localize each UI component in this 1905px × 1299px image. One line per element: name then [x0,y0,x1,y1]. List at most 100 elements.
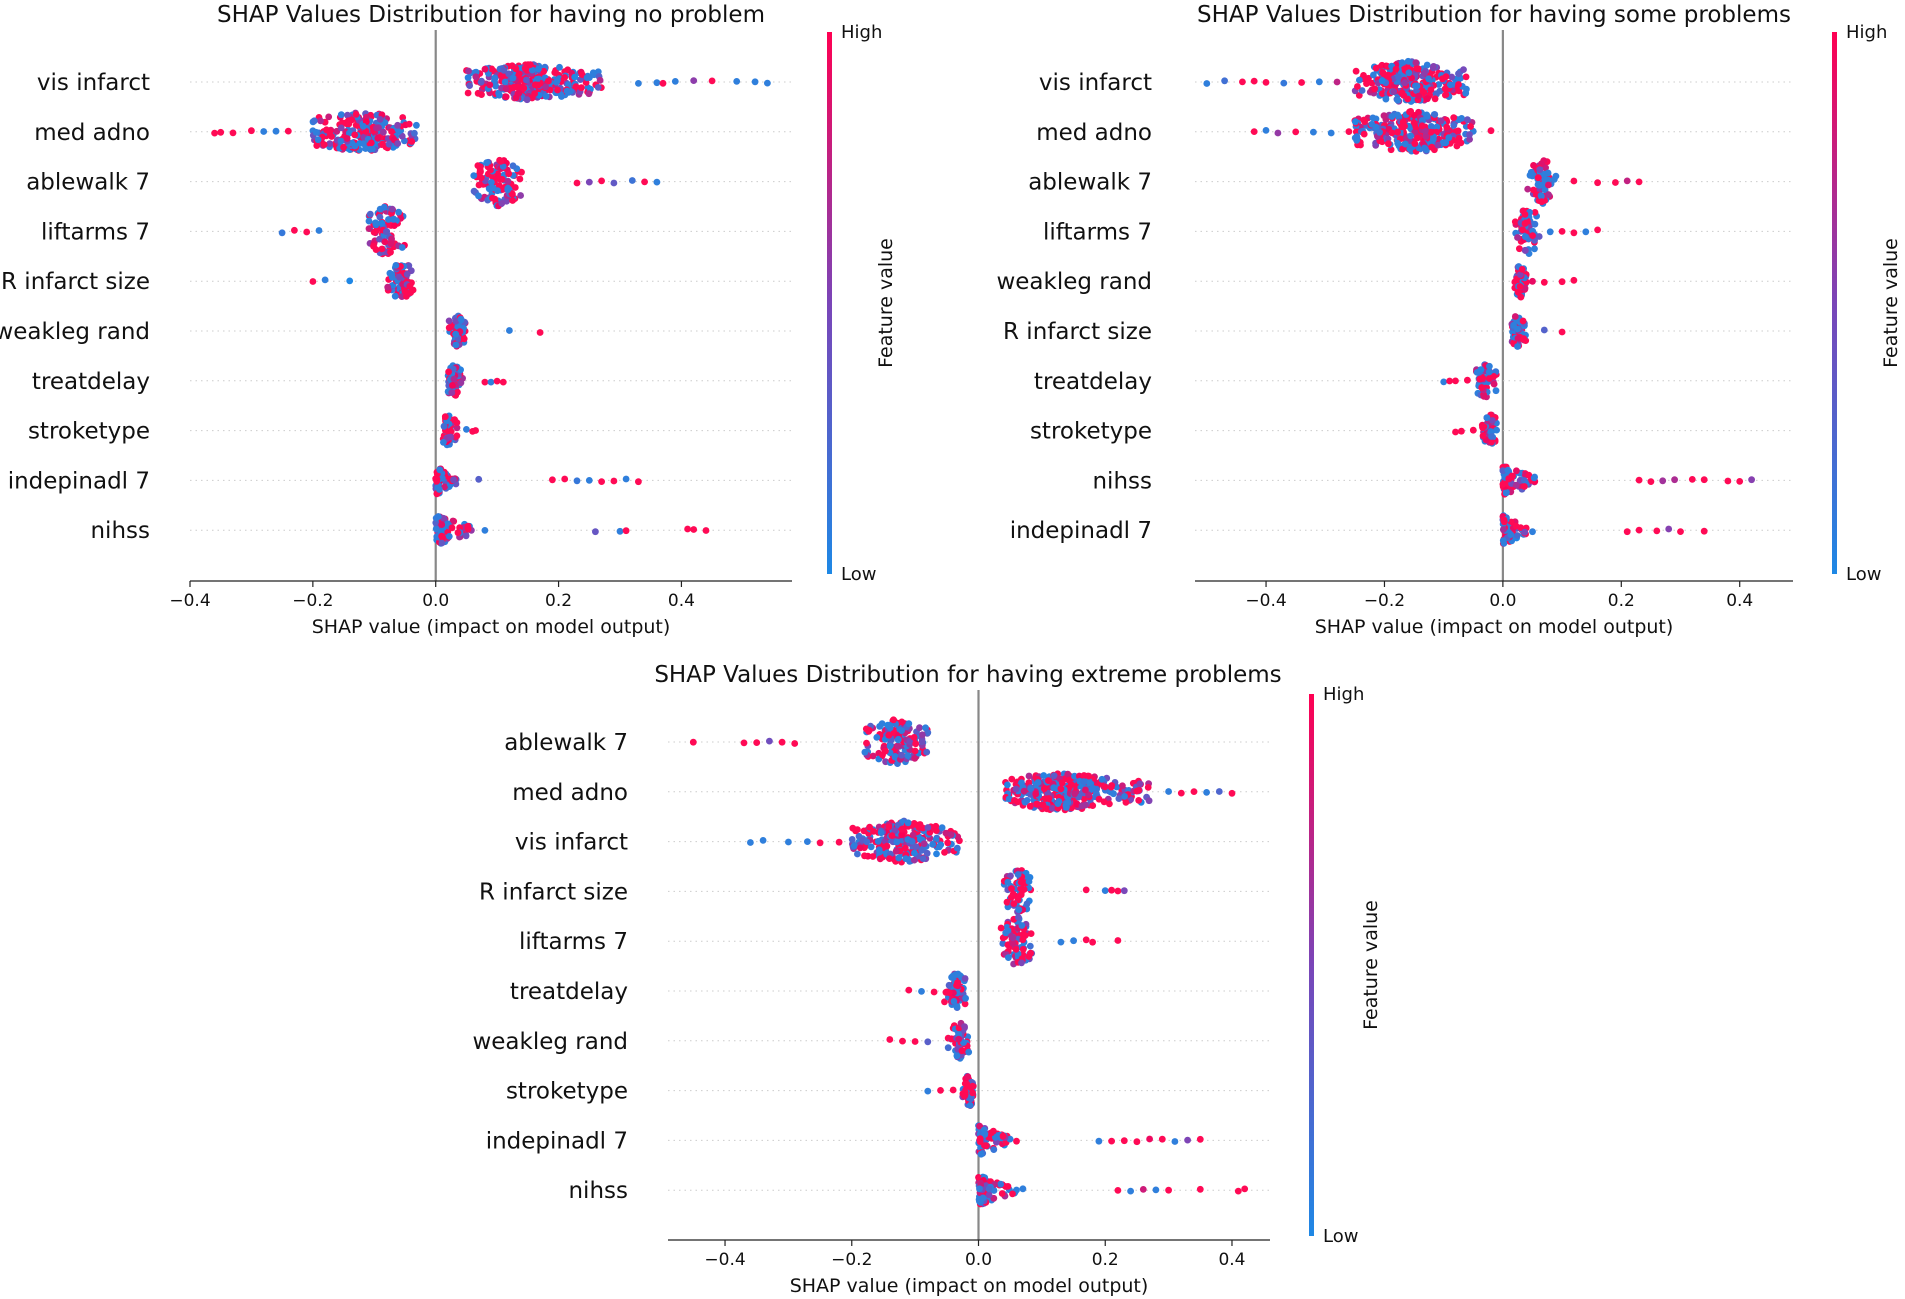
shap-dot [1514,325,1521,333]
shap-dot [1015,906,1023,914]
shap-dot [1446,81,1454,89]
shap-outlier-dot [1440,378,1448,386]
shap-outlier-dot [753,739,761,746]
shap-outlier-dot [918,988,925,995]
shap-outlier-dot [635,80,642,87]
beeswarm-stroketype [439,412,479,449]
shap-dot [1025,953,1033,960]
shap-outlier-dot [1146,1135,1153,1143]
shap-outlier-dot [1529,277,1536,285]
shap-outlier-dot [764,79,771,87]
shap-dot [1511,313,1519,320]
shap-dot [492,82,500,90]
shap-dot [919,855,927,862]
shap-dot [1026,802,1034,810]
shap-dot [1399,145,1406,153]
shap-dot [440,514,447,522]
x-tick-label: 0.2 [1608,591,1635,611]
feature-label: ablewalk 7 [26,170,150,196]
shap-outlier-dot [1165,788,1172,795]
shap-dot [1405,69,1413,77]
shap-dot [523,96,531,104]
shap-dot [462,532,470,540]
shap-dot [916,724,923,732]
shap-dot [449,517,457,525]
shap-dot [398,244,406,251]
shap-outlier-dot [905,986,913,994]
shap-dot [491,75,499,83]
shap-outlier-dot [1623,528,1631,536]
shap-outlier-dot [1070,937,1077,945]
beeswarm-indepinadl-7 [1499,512,1708,547]
shap-dot [373,227,380,234]
shap-outlier-dot [949,1086,957,1094]
colorbar-title: Feature value [1360,900,1382,1030]
shap-outlier-dot [816,839,824,847]
shap-dot [976,1185,983,1193]
shap-dot [1466,136,1473,143]
shap-dot [542,83,550,91]
shap-dot [1027,930,1035,937]
shap-dot [1531,220,1539,228]
chart-title: SHAP Values Distribution for having some… [1197,2,1791,28]
shap-dot [483,159,491,167]
shap-dot [376,116,384,123]
shap-dot [1521,483,1528,490]
shap-dot [1453,142,1461,150]
x-tick-label: 0.4 [668,591,695,611]
shap-dot [1450,114,1458,121]
shap-dot [413,121,420,129]
shap-dot [961,1000,969,1008]
shap-dot [876,848,884,856]
shap-dot [904,819,912,827]
shap-dot [898,751,905,759]
shap-dot [1479,432,1487,440]
shap-outlier-dot [899,1037,906,1045]
shap-dot [908,838,916,845]
shap-dot [1360,116,1368,124]
shap-dot [1089,802,1097,809]
x-axis-label: SHAP value (impact on model output) [312,616,671,638]
shap-dot [340,143,347,151]
shap-dot [888,832,896,839]
shap-outlier-dot [1120,887,1128,895]
shap-dot [942,829,950,837]
feature-label: R infarct size [1,269,150,295]
shap-dot [886,855,893,862]
colorbar-low-label: Low [841,564,876,585]
shap-dot [965,1048,973,1056]
shap-dot [861,748,869,756]
shap-outlier-dot [1196,1185,1204,1193]
shap-dot [585,90,593,98]
shap-outlier-dot [690,77,698,84]
shap-outlier-dot [1184,1136,1191,1144]
shap-outlier-dot [1139,1186,1147,1193]
shap-dot [1121,793,1128,800]
shap-dot [366,210,374,218]
shap-dot [1005,795,1013,803]
shap-dot [535,65,542,73]
shap-dot [395,128,403,135]
feature-label: stroketype [1030,419,1152,445]
shap-dot [1145,797,1153,805]
shap-dot [369,145,376,153]
shap-dot [923,748,931,756]
shap-dot [1423,112,1431,120]
shap-dot [1466,131,1473,138]
shap-outlier-dot [1635,178,1643,186]
shap-dot [376,235,383,243]
shap-dot [961,1092,968,1099]
shap-dot [1071,790,1078,798]
shap-dot [449,382,456,389]
shap-outlier-dot [487,378,495,386]
shap-dot [1009,890,1017,898]
shap-outlier-dot [321,276,329,284]
shap-dot [1513,467,1520,475]
shap-dot [399,114,407,121]
shap-dot [1522,247,1529,254]
shap-outlier-dot [217,128,225,136]
shap-dot [320,141,328,149]
shap-dot [351,131,359,139]
shap-outlier-dot [1333,78,1341,86]
shap-dot [326,140,334,148]
